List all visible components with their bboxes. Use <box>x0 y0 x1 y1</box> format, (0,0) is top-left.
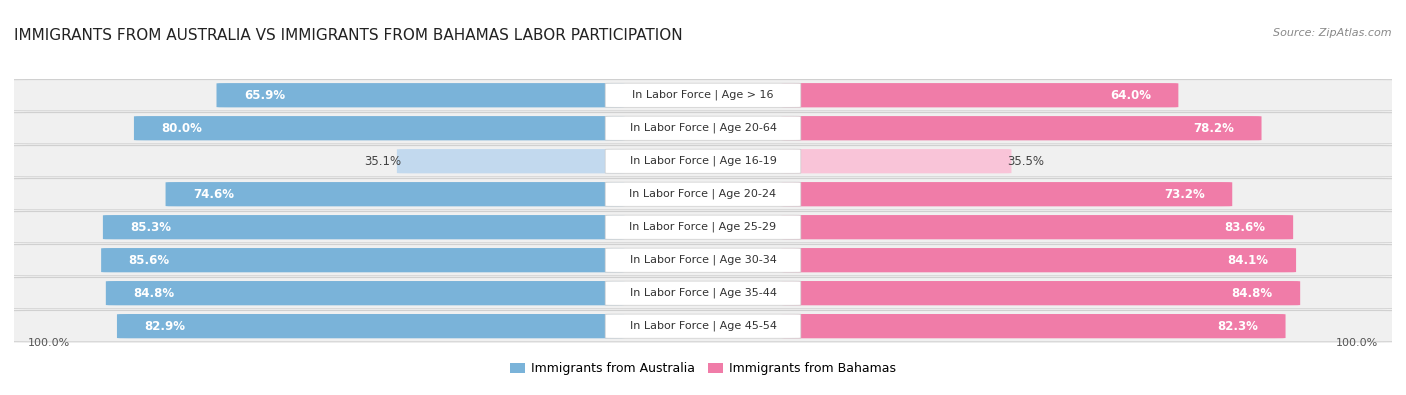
FancyBboxPatch shape <box>7 211 1399 243</box>
FancyBboxPatch shape <box>605 281 801 305</box>
Text: 84.8%: 84.8% <box>134 287 174 300</box>
Text: In Labor Force | Age > 16: In Labor Force | Age > 16 <box>633 90 773 100</box>
Text: 100.0%: 100.0% <box>28 338 70 348</box>
FancyBboxPatch shape <box>101 248 624 272</box>
FancyBboxPatch shape <box>605 215 801 239</box>
FancyBboxPatch shape <box>782 281 1301 305</box>
Text: In Labor Force | Age 35-44: In Labor Force | Age 35-44 <box>630 288 776 298</box>
Text: Source: ZipAtlas.com: Source: ZipAtlas.com <box>1274 28 1392 38</box>
Text: 84.8%: 84.8% <box>1232 287 1272 300</box>
FancyBboxPatch shape <box>782 116 1261 140</box>
FancyBboxPatch shape <box>217 83 624 107</box>
FancyBboxPatch shape <box>7 310 1399 342</box>
Text: 82.9%: 82.9% <box>145 320 186 333</box>
FancyBboxPatch shape <box>782 182 1232 206</box>
Text: 73.2%: 73.2% <box>1164 188 1205 201</box>
FancyBboxPatch shape <box>605 182 801 206</box>
Text: In Labor Force | Age 16-19: In Labor Force | Age 16-19 <box>630 156 776 166</box>
Text: In Labor Force | Age 30-34: In Labor Force | Age 30-34 <box>630 255 776 265</box>
Text: In Labor Force | Age 20-64: In Labor Force | Age 20-64 <box>630 123 776 134</box>
Text: In Labor Force | Age 20-24: In Labor Force | Age 20-24 <box>630 189 776 199</box>
FancyBboxPatch shape <box>134 116 624 140</box>
FancyBboxPatch shape <box>105 281 624 305</box>
Text: In Labor Force | Age 25-29: In Labor Force | Age 25-29 <box>630 222 776 232</box>
Text: 74.6%: 74.6% <box>193 188 235 201</box>
Text: In Labor Force | Age 45-54: In Labor Force | Age 45-54 <box>630 321 776 331</box>
FancyBboxPatch shape <box>7 278 1399 309</box>
FancyBboxPatch shape <box>605 314 801 338</box>
FancyBboxPatch shape <box>7 113 1399 144</box>
FancyBboxPatch shape <box>782 215 1294 239</box>
Text: 85.3%: 85.3% <box>131 221 172 234</box>
FancyBboxPatch shape <box>117 314 624 338</box>
FancyBboxPatch shape <box>7 179 1399 210</box>
FancyBboxPatch shape <box>166 182 624 206</box>
FancyBboxPatch shape <box>605 83 801 107</box>
Text: 82.3%: 82.3% <box>1218 320 1258 333</box>
Text: 35.1%: 35.1% <box>364 155 401 168</box>
Text: 84.1%: 84.1% <box>1227 254 1268 267</box>
FancyBboxPatch shape <box>605 149 801 173</box>
Text: IMMIGRANTS FROM AUSTRALIA VS IMMIGRANTS FROM BAHAMAS LABOR PARTICIPATION: IMMIGRANTS FROM AUSTRALIA VS IMMIGRANTS … <box>14 28 683 43</box>
Text: 35.5%: 35.5% <box>1007 155 1045 168</box>
FancyBboxPatch shape <box>782 314 1285 338</box>
Text: 78.2%: 78.2% <box>1194 122 1234 135</box>
FancyBboxPatch shape <box>782 149 1011 173</box>
FancyBboxPatch shape <box>605 248 801 272</box>
Text: 80.0%: 80.0% <box>162 122 202 135</box>
FancyBboxPatch shape <box>7 245 1399 276</box>
Text: 65.9%: 65.9% <box>245 89 285 102</box>
FancyBboxPatch shape <box>782 83 1178 107</box>
FancyBboxPatch shape <box>7 79 1399 111</box>
Text: 85.6%: 85.6% <box>129 254 170 267</box>
Legend: Immigrants from Australia, Immigrants from Bahamas: Immigrants from Australia, Immigrants fr… <box>505 357 901 380</box>
FancyBboxPatch shape <box>396 149 624 173</box>
FancyBboxPatch shape <box>7 145 1399 177</box>
FancyBboxPatch shape <box>605 116 801 140</box>
Text: 64.0%: 64.0% <box>1109 89 1150 102</box>
FancyBboxPatch shape <box>782 248 1296 272</box>
Text: 100.0%: 100.0% <box>1336 338 1378 348</box>
Text: 83.6%: 83.6% <box>1225 221 1265 234</box>
FancyBboxPatch shape <box>103 215 624 239</box>
